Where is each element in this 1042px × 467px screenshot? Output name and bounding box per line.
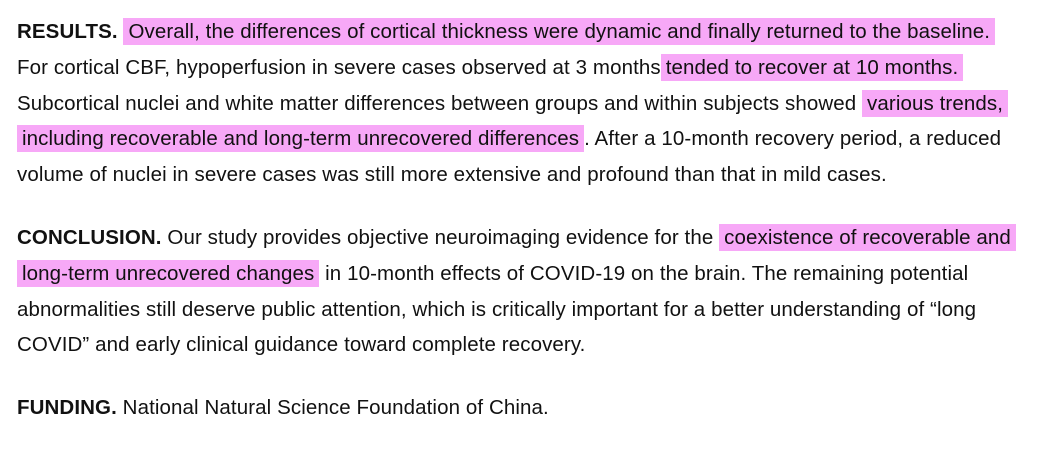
results-segment: For cortical CBF, hypoperfusion in sever… <box>17 55 661 79</box>
funding-text: National Natural Science Foundation of C… <box>116 396 549 420</box>
conclusion-label: CONCLUSION. <box>17 225 162 249</box>
abstract-excerpt: RESULTS. Overall, the differences of cor… <box>17 14 1027 426</box>
funding-paragraph: FUNDING. National Natural Science Founda… <box>17 390 1027 426</box>
conclusion-segment: in 10-month effects of COVID-19 on the b… <box>17 261 977 357</box>
highlighted-text: Overall, the differences of cortical thi… <box>123 18 996 45</box>
results-paragraph: RESULTS. Overall, the differences of cor… <box>17 14 1027 193</box>
results-segment: Subcortical nuclei and white matter diff… <box>17 91 863 115</box>
results-label: RESULTS. <box>17 20 118 43</box>
conclusion-segment: Our study provides objective neuroimagin… <box>161 225 720 249</box>
results-segment: . After a 10-month recovery period, a re… <box>17 127 1002 187</box>
highlighted-text: tended to recover at 10 months. <box>660 53 964 81</box>
funding-label: FUNDING. <box>17 396 117 420</box>
conclusion-paragraph: CONCLUSION. Our study provides objective… <box>17 220 1027 363</box>
